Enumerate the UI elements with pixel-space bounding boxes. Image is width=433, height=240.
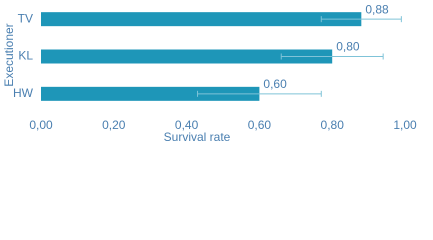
x-tick-label: 0,20 (102, 118, 126, 132)
chart: Survival rate Executioner 0,00 0,20 0,40 0,… (2, 2, 417, 144)
bar (41, 86, 260, 101)
bar (41, 49, 333, 64)
x-tick-label: 0,40 (175, 118, 199, 132)
value-label: 0,60 (263, 77, 287, 91)
value-label: 0,88 (365, 2, 389, 16)
x-tick-label: 0,00 (29, 118, 53, 132)
error-bar (197, 90, 322, 97)
y-tick-label: HW (13, 86, 34, 100)
bar (41, 12, 362, 27)
x-axis-label: Survival rate (164, 130, 231, 144)
x-tick-label: 0,80 (321, 118, 345, 132)
page: Survival rate Executioner 0,00 0,20 0,40 0,… (2, 2, 418, 145)
error-bar (320, 16, 402, 23)
y-axis-label: Executioner (2, 23, 16, 86)
error-bar (280, 53, 384, 60)
y-tick-label: KL (18, 49, 33, 63)
y-tick-label: TV (18, 11, 33, 25)
x-tick-label: 0,60 (248, 118, 272, 132)
x-tick-label: 1,00 (393, 118, 417, 132)
value-label: 0,80 (336, 40, 360, 54)
